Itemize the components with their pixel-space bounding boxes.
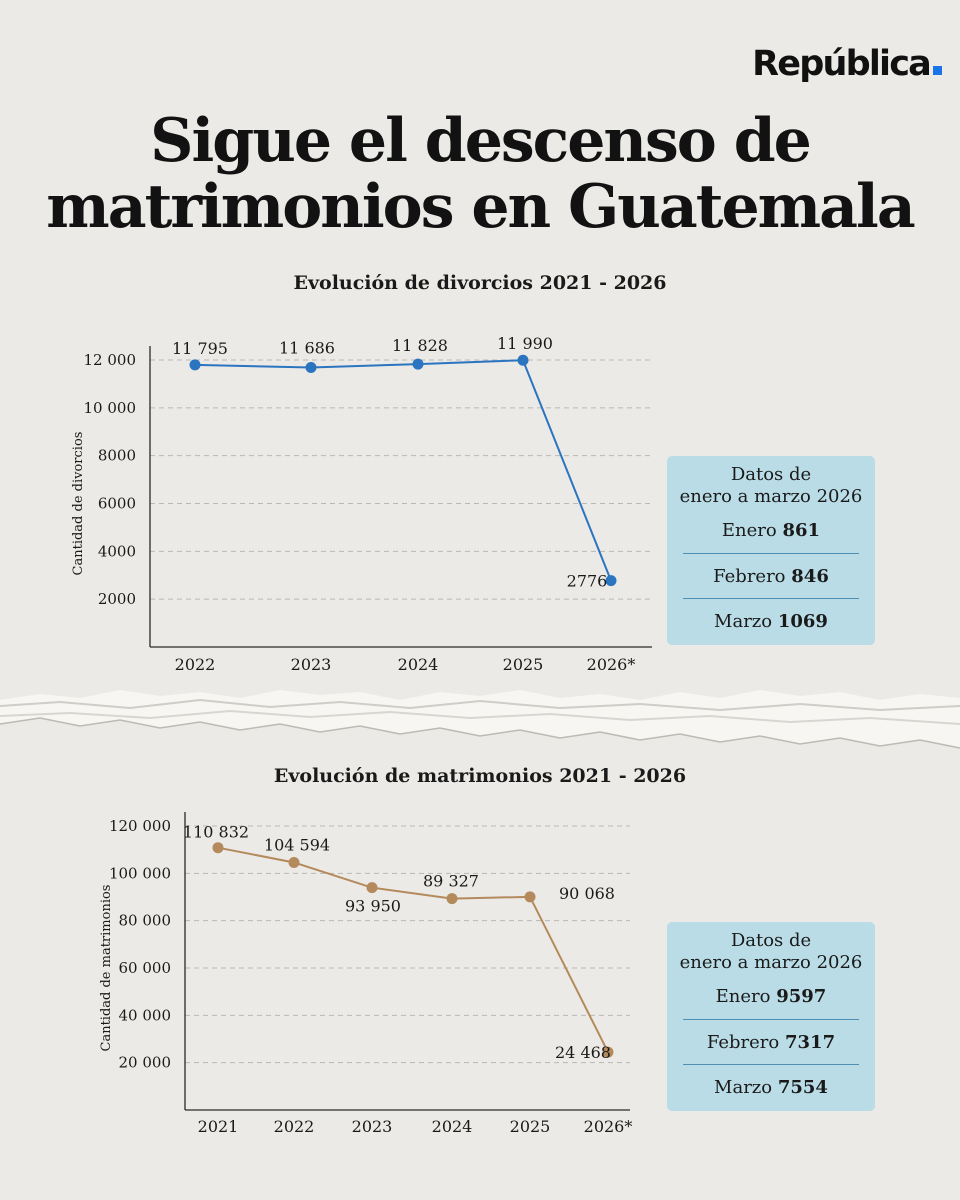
y-tick-label: 8000: [98, 447, 136, 465]
y-tick-label: 60 000: [119, 959, 172, 977]
divorces-info-heading: Datos de enero a marzo 2026: [667, 456, 875, 508]
brand-logo-text: República: [752, 44, 932, 84]
x-tick-label: 2023: [291, 655, 332, 674]
data-point: [305, 362, 317, 374]
divorces-info-box: Datos de enero a marzo 2026 Enero 861 Fe…: [667, 456, 875, 645]
data-label: 11 686: [279, 339, 335, 358]
y-tick-label: 40 000: [119, 1006, 172, 1024]
month-value: 9597: [776, 986, 827, 1007]
data-label: 11 795: [172, 339, 228, 358]
month-label: Febrero: [713, 566, 786, 587]
page-title-line-2: matrimonios en Guatemala: [46, 172, 915, 242]
marriages-info-row-marzo: Marzo 7554: [683, 1064, 859, 1109]
month-label: Marzo: [714, 611, 773, 632]
data-point: [602, 1046, 614, 1058]
x-tick-label: 2025: [510, 1117, 551, 1136]
x-tick-label: 2026*: [584, 1117, 633, 1136]
brand-logo-dot: [933, 66, 942, 75]
page-title-line-1: Sigue el descenso de: [150, 106, 812, 176]
data-label: 90 068: [559, 884, 615, 903]
divorces-line-chart: 2000 4000 6000 8000 10 000 12 000 Cantidad de …: [71, 334, 652, 674]
y-tick-label: 80 000: [119, 912, 172, 930]
data-point: [288, 856, 300, 868]
y-tick-label: 12 000: [84, 351, 137, 369]
x-tick-label: 2022: [274, 1117, 315, 1136]
y-tick-label: 4000: [98, 542, 136, 560]
y-tick-label: 2000: [98, 590, 136, 608]
data-label: 93 950: [345, 897, 401, 916]
x-tick-label: 2025: [503, 655, 544, 674]
data-point: [212, 842, 224, 854]
x-tick-label: 2026*: [587, 655, 636, 674]
data-label: 11 828: [392, 336, 448, 355]
data-label: 89 327: [423, 872, 479, 891]
data-label: 2776: [567, 572, 608, 591]
data-label: 24 468: [555, 1043, 611, 1062]
x-tick-label: 2022: [175, 655, 216, 674]
y-axis-title: Cantidad de divorcios: [71, 432, 86, 576]
divorces-info-heading-line-1: Datos de: [730, 464, 812, 485]
data-point: [446, 893, 458, 905]
data-point: [517, 354, 529, 366]
data-point: [366, 882, 378, 894]
page-title: Sigue el descenso de matrimonios en Guat…: [0, 108, 960, 240]
x-tick-label: 2023: [352, 1117, 393, 1136]
month-label: Enero: [721, 520, 777, 541]
marriages-chart-title: Evolución de matrimonios 2021 - 2026: [273, 765, 687, 787]
y-axis-title: Cantidad de matrimonios: [99, 885, 114, 1052]
marriages-info-heading-line-2: enero a marzo 2026: [679, 952, 863, 973]
series-line: [194, 359, 612, 581]
month-label: Febrero: [706, 1032, 780, 1053]
torn-paper-divider: [0, 690, 960, 749]
brand-logo: República: [752, 44, 942, 84]
marriages-line-chart: 20 000 40 000 60 000 80 000 100 000 120 000 Ca…: [99, 812, 633, 1136]
data-label: 110 832: [183, 823, 249, 842]
data-point: [524, 891, 536, 903]
month-value: 7554: [777, 1077, 828, 1098]
month-label: Enero: [715, 986, 771, 1007]
divorces-info-row-marzo: Marzo 1069: [683, 598, 859, 643]
marriages-info-row-febrero: Febrero 7317: [683, 1019, 859, 1064]
y-tick-label: 10 000: [84, 399, 137, 417]
data-point: [605, 575, 617, 587]
y-tick-label: 20 000: [119, 1054, 172, 1072]
y-tick-label: 6000: [98, 495, 136, 513]
data-point: [412, 358, 424, 370]
month-value: 1069: [777, 611, 828, 632]
month-value: 846: [791, 566, 829, 587]
data-label: 104 594: [264, 835, 330, 854]
divorces-info-row-febrero: Febrero 846: [683, 553, 859, 598]
x-tick-label: 2024: [432, 1117, 473, 1136]
month-label: Marzo: [714, 1077, 773, 1098]
marriages-info-row-enero: Enero 9597: [683, 974, 859, 1019]
divorces-chart-title: Evolución de divorcios 2021 - 2026: [293, 272, 667, 294]
data-label: 11 990: [497, 334, 553, 353]
y-tick-label: 100 000: [109, 864, 171, 882]
marriages-info-box: Datos de enero a marzo 2026 Enero 9597 F…: [667, 922, 875, 1111]
x-tick-label: 2024: [398, 655, 439, 674]
series-line: [217, 846, 609, 1053]
month-value: 861: [782, 520, 821, 541]
x-tick-label: 2021: [198, 1117, 239, 1136]
divorces-info-heading-line-2: enero a marzo 2026: [679, 486, 863, 507]
y-tick-label: 120 000: [109, 817, 171, 835]
divorces-info-row-enero: Enero 861: [683, 508, 859, 553]
data-point: [189, 359, 201, 371]
month-value: 7317: [785, 1032, 836, 1053]
marriages-info-heading-line-1: Datos de: [730, 930, 812, 951]
marriages-info-heading: Datos de enero a marzo 2026: [667, 922, 875, 974]
